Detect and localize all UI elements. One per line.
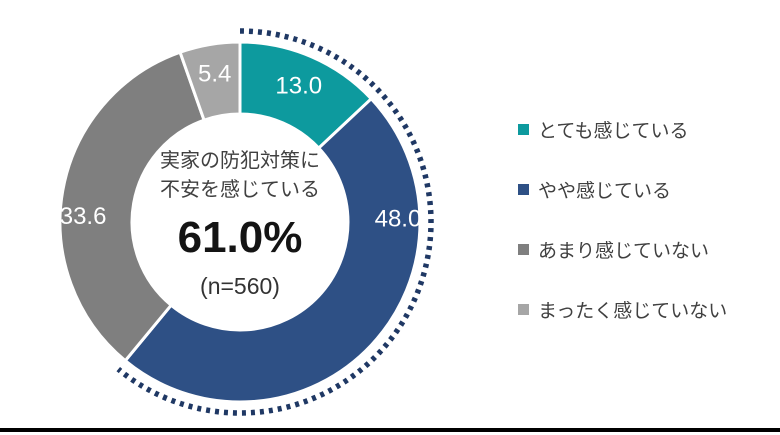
donut-slice-3 [178,40,242,122]
legend-marker-blue-icon [518,183,529,195]
legend: とても感じている やや感じている あまり感じていない まったく感じていない [518,117,727,357]
legend-item-very-anxious: とても感じている [518,117,727,142]
slice-value-label-2: 33.6 [60,203,107,230]
donut-slice-2 [58,50,206,363]
slice-value-label-1: 48.0 [375,206,422,233]
legend-marker-lightgray-icon [518,303,529,315]
legend-item-somewhat-anxious: やや感じている [518,177,727,202]
donut-center-text: 実家の防犯対策に 不安を感じている 61.0% (n=560) [128,147,352,300]
center-sample-size: (n=560) [200,273,280,299]
legend-item-not-very-anxious: あまり感じていない [518,237,727,262]
slice-value-label-3: 5.4 [198,61,231,88]
donut-chart: 13.0 48.0 33.6 5.4 [58,28,434,416]
legend-marker-teal-icon [518,123,529,135]
legend-label: まったく感じていない [538,300,728,322]
legend-label: やや感じている [538,180,672,202]
bottom-border-line [0,428,780,432]
donut-slice-1 [123,97,422,404]
legend-item-not-at-all-anxious: まったく感じていない [518,297,728,322]
center-caption-line2: 不安を感じている [160,179,320,201]
legend-label: あまり感じていない [538,240,710,262]
legend-marker-gray-icon [518,243,529,255]
slice-value-label-0: 13.0 [275,73,322,100]
center-percent-value: 61.0% [177,213,303,262]
center-caption-line1: 実家の防犯対策に [160,150,320,172]
legend-label: とても感じている [538,120,689,142]
